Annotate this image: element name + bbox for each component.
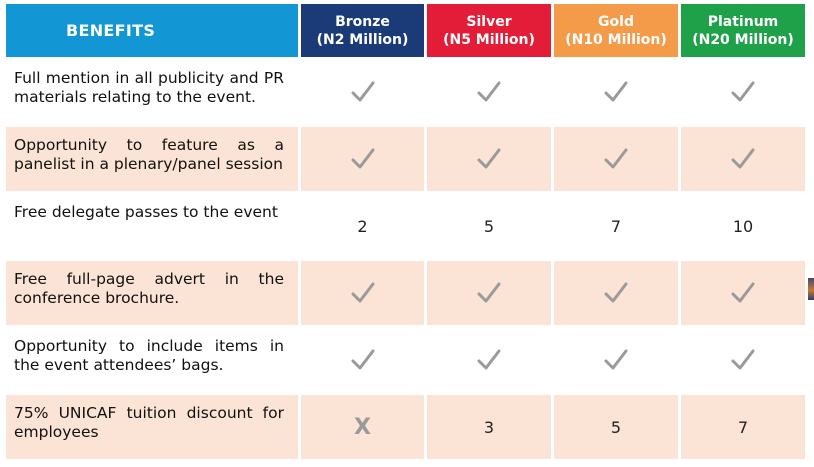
tier-value-bronze: 2	[301, 194, 424, 258]
check-icon	[604, 349, 628, 370]
check-icon	[351, 349, 374, 370]
check-icon	[731, 349, 755, 370]
tier-value-platinum	[681, 127, 805, 191]
benefits-header-cell: BENEFITS	[6, 4, 298, 57]
tier-value-platinum	[681, 60, 805, 124]
check-icon	[351, 81, 374, 102]
tier-value-gold: 7	[554, 194, 678, 258]
check-icon	[604, 148, 628, 169]
cross-icon: X	[354, 414, 371, 440]
tier-value-silver	[427, 127, 551, 191]
sponsorship-benefits-table: BENEFITS Bronze (N2 Million) Silver (N5 …	[6, 4, 809, 462]
check-icon	[731, 282, 755, 303]
check-icon	[351, 282, 374, 303]
table-row: Opportunity to include items in the even…	[6, 328, 809, 392]
tier-value-silver	[427, 60, 551, 124]
tier-price: (N20 Million)	[692, 31, 794, 48]
benefit-text: 75% UNICAF tuition discount for employee…	[14, 404, 284, 441]
benefit-cell: Free full-page advert in the conference …	[6, 261, 298, 325]
tier-value-platinum: 7	[681, 395, 805, 459]
tier-value-silver	[427, 328, 551, 392]
value-text: 2	[357, 216, 368, 236]
tier-value-gold	[554, 127, 678, 191]
tier-value-bronze	[301, 60, 424, 124]
tier-value-bronze	[301, 127, 424, 191]
tier-value-bronze	[301, 328, 424, 392]
tier-value-bronze	[301, 261, 424, 325]
tier-name: Gold	[598, 13, 634, 30]
value-text: 5	[483, 216, 495, 236]
tier-value-platinum	[681, 261, 805, 325]
benefit-text: Opportunity to include items in the even…	[14, 337, 284, 374]
header-row: BENEFITS Bronze (N2 Million) Silver (N5 …	[6, 4, 809, 57]
tier-value-silver: 5	[427, 194, 551, 258]
benefit-cell: Free delegate passes to the event	[6, 194, 298, 258]
check-icon	[477, 282, 501, 303]
tier-value-platinum: 10	[681, 194, 805, 258]
table-row: Free full-page advert in the conference …	[6, 261, 809, 325]
table-row: Opportunity to feature as a panelist in …	[6, 127, 809, 191]
check-icon	[351, 148, 374, 169]
check-icon	[477, 148, 501, 169]
check-icon	[731, 81, 755, 102]
tier-value-bronze: X	[301, 395, 424, 459]
tier-header-bronze: Bronze (N2 Million)	[301, 4, 424, 57]
benefit-cell: Opportunity to include items in the even…	[6, 328, 298, 392]
tier-header-platinum: Platinum (N20 Million)	[681, 4, 805, 57]
tier-value-silver	[427, 261, 551, 325]
value-text: 7	[610, 216, 622, 236]
tier-value-silver: 3	[427, 395, 551, 459]
table-row: Full mention in all publicity and PR mat…	[6, 60, 809, 124]
tier-value-platinum	[681, 328, 805, 392]
benefit-cell: Full mention in all publicity and PR mat…	[6, 60, 298, 124]
table-row: 75% UNICAF tuition discount for employee…	[6, 395, 809, 459]
check-icon	[604, 282, 628, 303]
edge-decoration	[808, 278, 814, 300]
table-row: Free delegate passes to the event 2 5 7 10	[6, 194, 809, 258]
benefit-text: Free delegate passes to the event	[14, 203, 278, 221]
benefits-header-label: BENEFITS	[66, 20, 156, 40]
tier-header-gold: Gold (N10 Million)	[554, 4, 678, 57]
tier-name: Bronze	[335, 13, 390, 30]
benefit-text: Opportunity to feature as a panelist in …	[14, 136, 284, 173]
tier-name: Silver	[466, 13, 512, 30]
benefit-cell: 75% UNICAF tuition discount for employee…	[6, 395, 298, 459]
tier-value-gold	[554, 328, 678, 392]
tier-value-gold	[554, 261, 678, 325]
tier-price: (N10 Million)	[565, 31, 667, 48]
tier-price: (N5 Million)	[443, 31, 535, 48]
value-text: 3	[483, 417, 495, 437]
benefit-cell: Opportunity to feature as a panelist in …	[6, 127, 298, 191]
check-icon	[731, 148, 755, 169]
tier-value-gold	[554, 60, 678, 124]
check-icon	[477, 349, 501, 370]
benefit-text: Free full-page advert in the conference …	[14, 270, 284, 307]
benefit-text: Full mention in all publicity and PR mat…	[14, 69, 284, 106]
tier-name: Platinum	[707, 13, 779, 30]
tier-value-gold: 5	[554, 395, 678, 459]
value-text: 10	[732, 216, 754, 236]
value-text: 7	[737, 417, 749, 437]
tier-header-silver: Silver (N5 Million)	[427, 4, 551, 57]
value-text: 5	[610, 417, 622, 437]
check-icon	[477, 81, 501, 102]
check-icon	[604, 81, 628, 102]
tier-price: (N2 Million)	[316, 31, 409, 48]
